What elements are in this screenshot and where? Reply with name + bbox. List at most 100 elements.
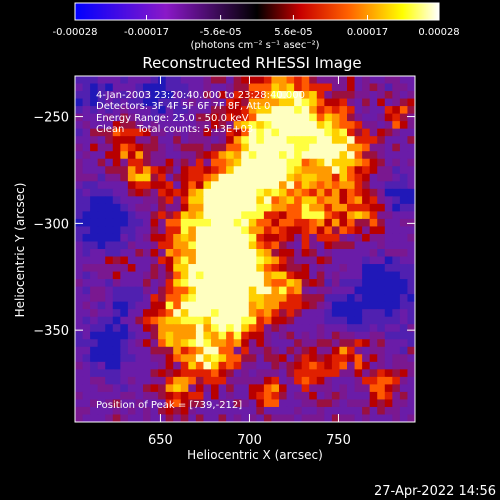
heatmap-cell: [369, 188, 378, 197]
heatmap-cell: [392, 241, 401, 250]
heatmap-cell: [112, 361, 121, 370]
heatmap-cell: [271, 181, 280, 190]
heatmap-cell: [165, 226, 174, 235]
heatmap-cell: [384, 188, 393, 197]
heatmap-cell: [120, 384, 129, 393]
heatmap-cell: [158, 158, 167, 167]
heatmap-cell: [211, 121, 220, 130]
heatmap-cell: [97, 128, 106, 137]
heatmap-cell: [203, 339, 212, 348]
heatmap-cell: [75, 98, 84, 107]
heatmap-cell: [127, 264, 137, 273]
heatmap-cell: [97, 324, 106, 333]
heatmap-cell: [165, 143, 174, 152]
heatmap-cell: [218, 324, 227, 333]
heatmap-cell: [301, 158, 310, 167]
heatmap-cell: [112, 188, 121, 197]
heatmap-cell: [248, 279, 257, 288]
heatmap-cell: [127, 354, 137, 363]
heatmap-cell: [271, 346, 280, 355]
heatmap-cell: [127, 376, 137, 385]
heatmap-cell: [112, 218, 121, 228]
heatmap-cell: [331, 316, 341, 325]
heatmap-cell: [369, 369, 378, 378]
heatmap-cell: [316, 354, 325, 363]
heatmap-cell: [384, 113, 393, 122]
heatmap-cell: [279, 249, 288, 258]
heatmap-cell: [316, 264, 325, 273]
heatmap-cell: [392, 369, 401, 378]
heatmap-cell: [294, 218, 303, 228]
heatmap-cell: [188, 188, 197, 197]
heatmap-cell: [180, 226, 189, 235]
heatmap-cell: [362, 203, 371, 212]
info-energy-range: Energy Range: 25.0 - 50.0 keV: [96, 113, 249, 124]
heatmap-cell: [271, 339, 280, 348]
heatmap-cell: [241, 218, 250, 228]
heatmap-cell: [271, 249, 280, 258]
heatmap-cell: [82, 98, 91, 107]
heatmap-cell: [165, 354, 174, 363]
heatmap-cell: [195, 399, 205, 408]
heatmap-cell: [399, 316, 409, 325]
heatmap-cell: [180, 279, 189, 288]
heatmap-cell: [211, 113, 220, 122]
heatmap-cell: [347, 211, 356, 220]
heatmap-cell: [377, 181, 386, 190]
heatmap-cell: [316, 98, 325, 107]
heatmap-cell: [127, 361, 137, 370]
heatmap-cell: [180, 249, 189, 258]
heatmap-cell: [127, 181, 137, 190]
heatmap-cell: [248, 91, 257, 100]
heatmap-cell: [362, 76, 371, 85]
heatmap-cell: [135, 128, 144, 137]
heatmap-cell: [105, 294, 114, 303]
heatmap-cell: [97, 414, 106, 422]
heatmap-cell: [112, 203, 121, 212]
heatmap-cell: [279, 399, 288, 408]
heatmap-cell: [135, 279, 144, 288]
heatmap-cell: [120, 121, 129, 130]
heatmap-cell: [82, 339, 91, 348]
heatmap-cell: [407, 286, 415, 295]
heatmap-cell: [203, 279, 212, 288]
heatmap-cell: [241, 309, 250, 318]
heatmap-cell: [301, 121, 310, 130]
heatmap-cell: [211, 256, 220, 265]
heatmap-cell: [324, 264, 333, 273]
heatmap-cell: [135, 339, 144, 348]
heatmap-cell: [248, 384, 257, 393]
heatmap-cell: [158, 143, 167, 152]
heatmap-cell: [226, 339, 235, 348]
heatmap-cell: [211, 331, 220, 340]
heatmap-cell: [218, 181, 227, 190]
heatmap-cell: [233, 339, 242, 348]
heatmap-cell: [75, 158, 84, 167]
heatmap-cell: [188, 391, 197, 401]
heatmap-cell: [324, 196, 333, 205]
heatmap-cell: [105, 188, 114, 197]
heatmap-cell: [180, 76, 189, 85]
heatmap-cell: [263, 391, 273, 401]
heatmap-cell: [347, 354, 356, 363]
heatmap-cell: [195, 414, 205, 422]
heatmap-cell: [316, 173, 325, 182]
heatmap-cell: [150, 384, 159, 393]
heatmap-cell: [195, 121, 205, 130]
heatmap-cell: [407, 391, 415, 401]
heatmap-cell: [203, 384, 212, 393]
heatmap-cell: [316, 136, 325, 145]
heatmap-cell: [347, 376, 356, 385]
heatmap-cell: [241, 128, 250, 137]
heatmap-cell: [203, 391, 212, 401]
heatmap-cell: [377, 143, 386, 152]
heatmap-cell: [271, 279, 280, 288]
heatmap-cell: [399, 271, 409, 280]
heatmap-cell: [90, 128, 99, 137]
heatmap-cell: [377, 339, 386, 348]
heatmap-cell: [112, 369, 121, 378]
heatmap-cell: [173, 286, 182, 295]
heatmap-cell: [195, 203, 205, 212]
heatmap-cell: [150, 286, 159, 295]
heatmap-cell: [316, 406, 325, 416]
